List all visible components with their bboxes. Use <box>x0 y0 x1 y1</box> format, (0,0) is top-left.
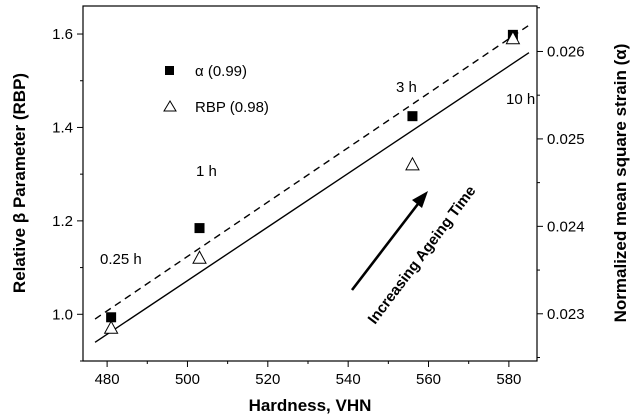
legend-label-rbp: RBP (0.98) <box>195 99 269 116</box>
ageing-time-arrow-head <box>412 191 428 208</box>
annotation-0-25h: 0.25 h <box>100 251 142 268</box>
y-tick-label-1: 1.2 <box>52 213 73 230</box>
y2-tick-label-0: 0.023 <box>547 306 585 323</box>
alpha-point-1 <box>194 223 205 234</box>
alpha-point-0 <box>106 312 117 323</box>
legend-marker-rbp <box>163 100 177 112</box>
x-tick-label-4: 560 <box>416 371 441 388</box>
y2-tick-label-3: 0.026 <box>547 43 585 60</box>
legend-marker-alpha <box>165 66 174 75</box>
rbp-point-3 <box>505 30 521 45</box>
y-tick-label-3: 1.6 <box>52 26 73 43</box>
annotation-1h: 1 h <box>196 163 217 180</box>
x-tick-label-2: 520 <box>255 371 280 388</box>
x-tick-label-1: 500 <box>175 371 200 388</box>
legend-label-alpha: α (0.99) <box>195 63 247 80</box>
alpha-point-2 <box>407 111 418 122</box>
x-tick-label-0: 480 <box>95 371 120 388</box>
plot-content <box>94 24 530 343</box>
y2-axis-title: Normalized mean square strain (α) <box>611 44 630 323</box>
y-axis-title: Relative β Parameter (RBP) <box>10 73 29 293</box>
rbp-point-0 <box>103 320 119 334</box>
axes: 480 500 520 540 560 580 1.0 1.2 1.4 1.6 0.023 0.024… <box>52 7 585 388</box>
x-tick-label-5: 580 <box>496 371 521 388</box>
y-tick-label-0: 1.0 <box>52 306 73 323</box>
rbp-point-1 <box>192 250 207 264</box>
annotation-3h: 3 h <box>396 79 417 96</box>
legend: α (0.99) RBP (0.98) <box>163 63 269 116</box>
plot-frame <box>82 5 538 362</box>
x-tick-label-3: 540 <box>336 371 361 388</box>
y2-tick-label-1: 0.024 <box>547 218 585 235</box>
y2-tick-label-2: 0.025 <box>547 131 585 148</box>
y-tick-label-2: 1.4 <box>52 119 73 136</box>
annotation-10h: 10 h <box>506 91 535 108</box>
rbp-point-2 <box>405 156 420 171</box>
ageing-time-arrow-shaft <box>350 199 423 291</box>
x-axis-title: Hardness, VHN <box>249 396 372 415</box>
fit-line-alpha <box>94 24 530 320</box>
fit-line-rbp <box>94 52 530 343</box>
